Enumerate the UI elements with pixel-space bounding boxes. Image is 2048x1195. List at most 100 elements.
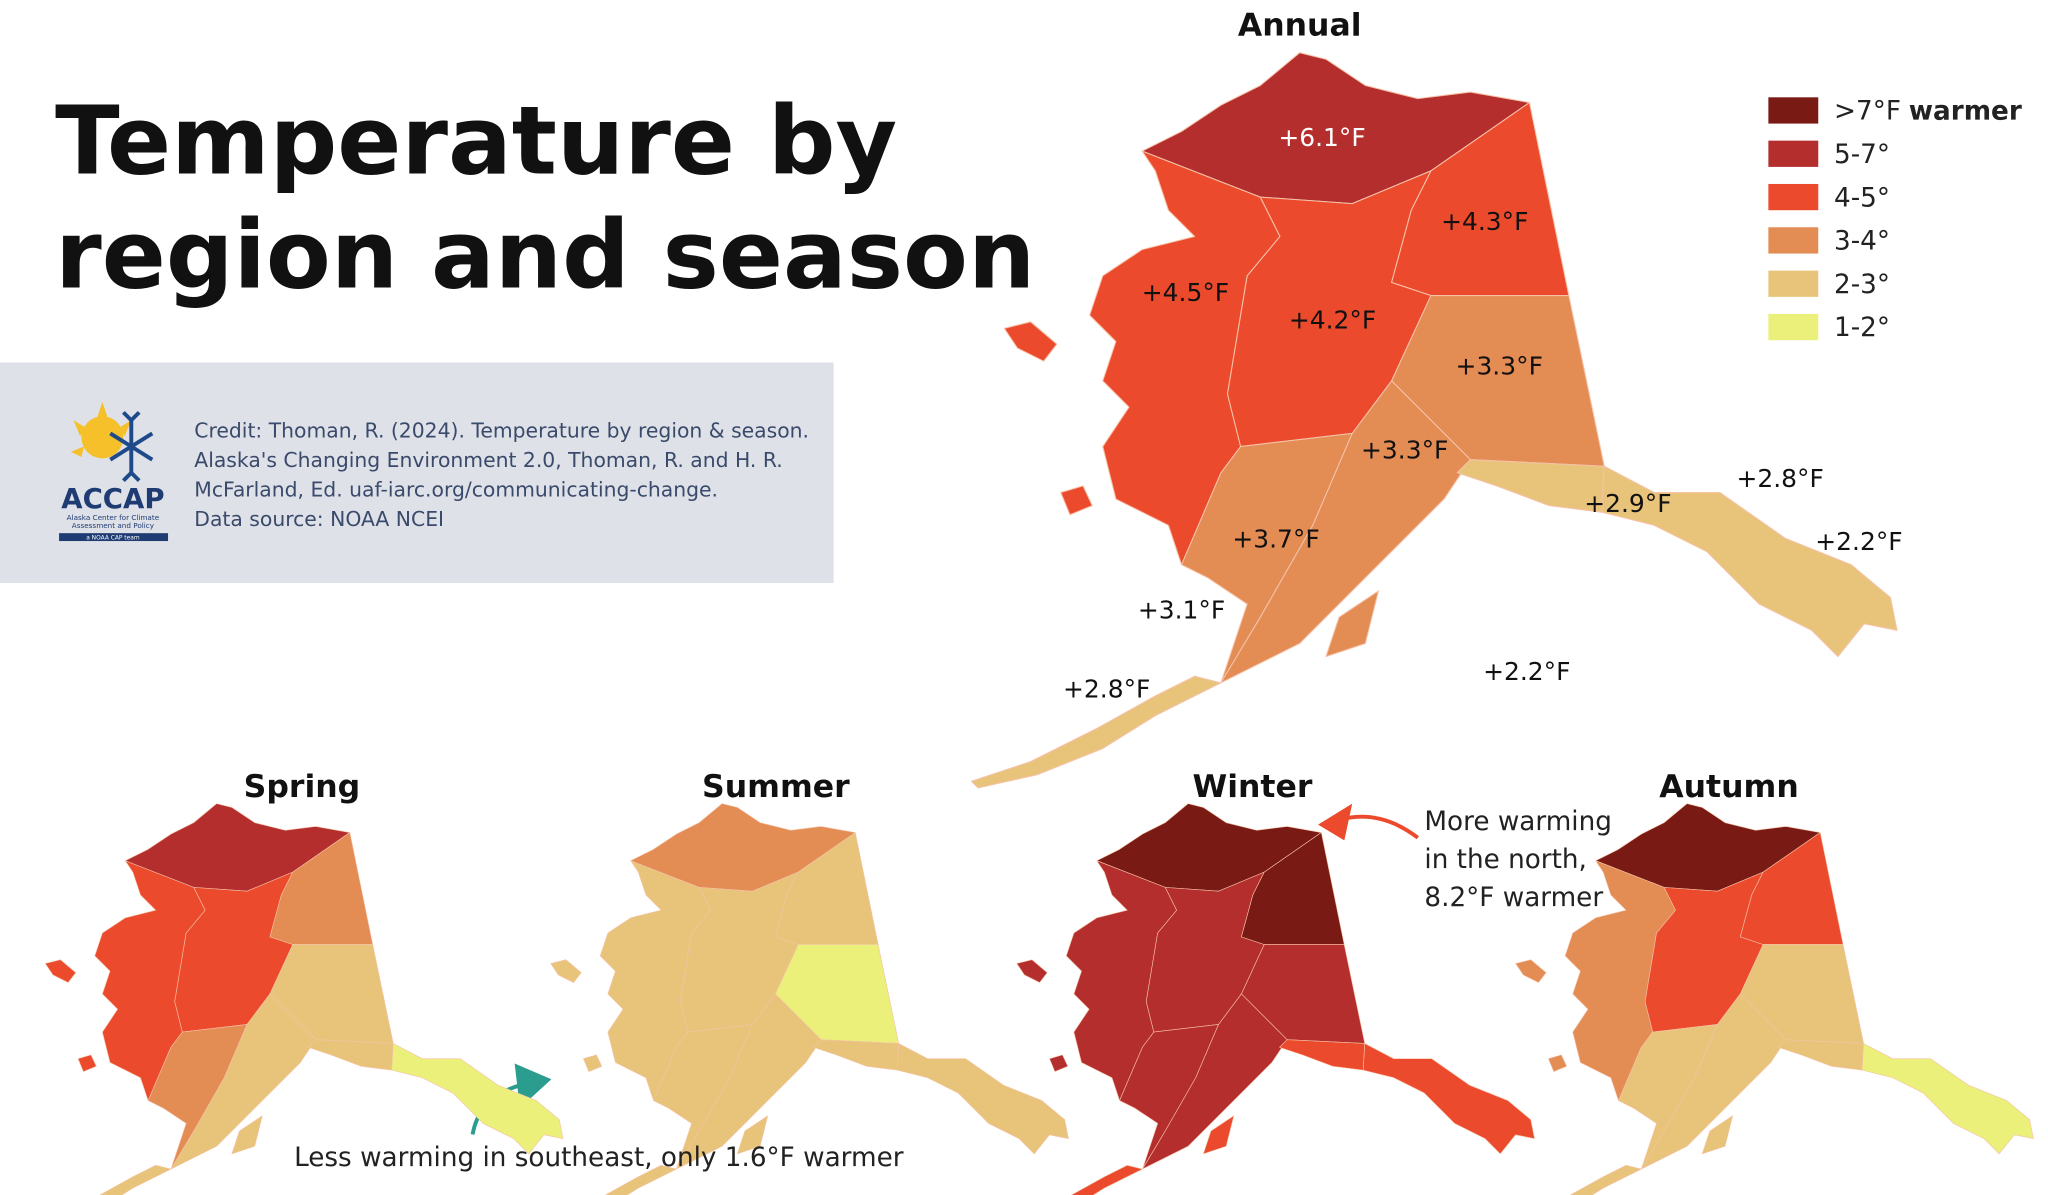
region	[1362, 1043, 1535, 1155]
region	[970, 675, 1222, 789]
region	[1548, 1054, 1567, 1072]
annotation: More warming	[1424, 807, 1611, 837]
region	[813, 1039, 900, 1071]
logo-tag: a NOAA CAP team	[86, 536, 140, 542]
map-title: Winter	[1192, 769, 1312, 805]
region-label: +2.9°F	[1584, 489, 1671, 518]
legend-swatch	[1768, 313, 1819, 341]
region	[1601, 465, 1898, 658]
legend-label: 4-5°	[1834, 183, 1890, 213]
region-label: +3.7°F	[1232, 525, 1319, 554]
legend-range: 4-5°	[1834, 183, 1890, 213]
annual-map	[970, 52, 1898, 789]
region-label: +4.5°F	[1142, 278, 1229, 307]
season-map	[1016, 803, 1535, 1195]
legend-swatch	[1768, 227, 1819, 254]
region	[1070, 1164, 1143, 1195]
region-label: +2.8°F	[1063, 674, 1150, 703]
legend-range: 3-4°	[1834, 227, 1890, 257]
region	[1515, 959, 1547, 983]
logo-band	[59, 533, 169, 542]
map-title: Autumn	[1659, 769, 1799, 805]
season-map	[1515, 803, 2034, 1195]
region	[1640, 993, 1787, 1170]
region-label: +4.3°F	[1441, 207, 1528, 236]
region-label: +4.2°F	[1289, 305, 1376, 334]
logo-subtitle: Alaska Center for Climate	[67, 513, 160, 522]
legend-label: 3-4°	[1834, 227, 1890, 257]
region-label: +2.2°F	[1815, 527, 1902, 556]
region	[391, 1043, 564, 1155]
legend-range: 2-3°	[1834, 270, 1890, 300]
legend-swatch	[1768, 183, 1819, 211]
legend-swatch	[1768, 270, 1819, 297]
region	[1569, 1164, 1642, 1195]
region	[676, 993, 822, 1170]
credit-line: McFarland, Ed. uaf-iarc.org/communicatin…	[194, 477, 718, 501]
region	[1016, 959, 1048, 983]
region	[99, 1164, 172, 1195]
region-label: +2.2°F	[1483, 657, 1570, 686]
map-title: Annual	[1238, 8, 1362, 44]
legend-suffix: warmer	[1909, 97, 2022, 127]
region	[1279, 1039, 1366, 1071]
season-map	[44, 803, 564, 1195]
region-label: +3.3°F	[1361, 435, 1448, 464]
legend-label: 5-7°	[1834, 140, 1890, 170]
region	[1778, 1039, 1864, 1071]
region	[1142, 993, 1288, 1170]
map-title: Summer	[702, 769, 850, 805]
region	[77, 1054, 97, 1072]
region-label: +3.3°F	[1456, 351, 1543, 380]
region	[44, 959, 77, 983]
region	[1049, 1054, 1069, 1072]
region	[170, 993, 316, 1170]
region	[1701, 1115, 1733, 1155]
legend-range: >7°F	[1834, 97, 1901, 127]
region	[1003, 321, 1058, 362]
region	[1060, 485, 1093, 516]
legend-label: >7°F warmer	[1834, 97, 2022, 127]
region	[550, 959, 582, 983]
region	[604, 1164, 677, 1195]
region	[1456, 459, 1605, 513]
region	[1325, 590, 1379, 658]
logo-snowflake	[109, 410, 154, 483]
map-title: Spring	[244, 769, 361, 805]
credit-line: Data source: NOAA NCEI	[194, 507, 444, 531]
legend-range: 5-7°	[1834, 140, 1890, 170]
legend-swatch	[1768, 97, 1819, 124]
legend-label: 2-3°	[1834, 270, 1890, 300]
region	[583, 1054, 603, 1072]
title: Temperature by	[55, 86, 897, 196]
region	[307, 1039, 394, 1071]
region-label: +3.1°F	[1138, 596, 1225, 625]
credit-line: Alaska's Changing Environment 2.0, Thoma…	[194, 448, 782, 472]
region	[896, 1043, 1069, 1155]
annotation: 8.2°F warmer	[1424, 883, 1603, 913]
region	[736, 1115, 769, 1155]
title: region and season	[55, 201, 1035, 311]
legend-swatch	[1768, 140, 1819, 167]
annotation: Less warming in southeast, only 1.6°F wa…	[294, 1143, 904, 1173]
region	[231, 1115, 263, 1155]
region-label: +6.1°F	[1278, 123, 1365, 152]
region	[1220, 380, 1471, 684]
legend-label: 1-2°	[1834, 313, 1890, 343]
annotation: in the north,	[1424, 845, 1586, 875]
region	[1203, 1115, 1235, 1155]
annotation-arrowhead	[1318, 803, 1353, 841]
logo-sun	[81, 416, 124, 459]
region	[1861, 1043, 2034, 1155]
region-label: +2.8°F	[1736, 464, 1823, 493]
legend-range: 1-2°	[1834, 313, 1890, 343]
logo-subtitle: Assessment and Policy	[72, 521, 155, 530]
credit-box	[0, 362, 834, 584]
logo-rays	[70, 401, 132, 458]
season-map	[550, 803, 1069, 1195]
logo-name: ACCAP	[61, 483, 164, 515]
credit-line: Credit: Thoman, R. (2024). Temperature b…	[194, 418, 809, 442]
